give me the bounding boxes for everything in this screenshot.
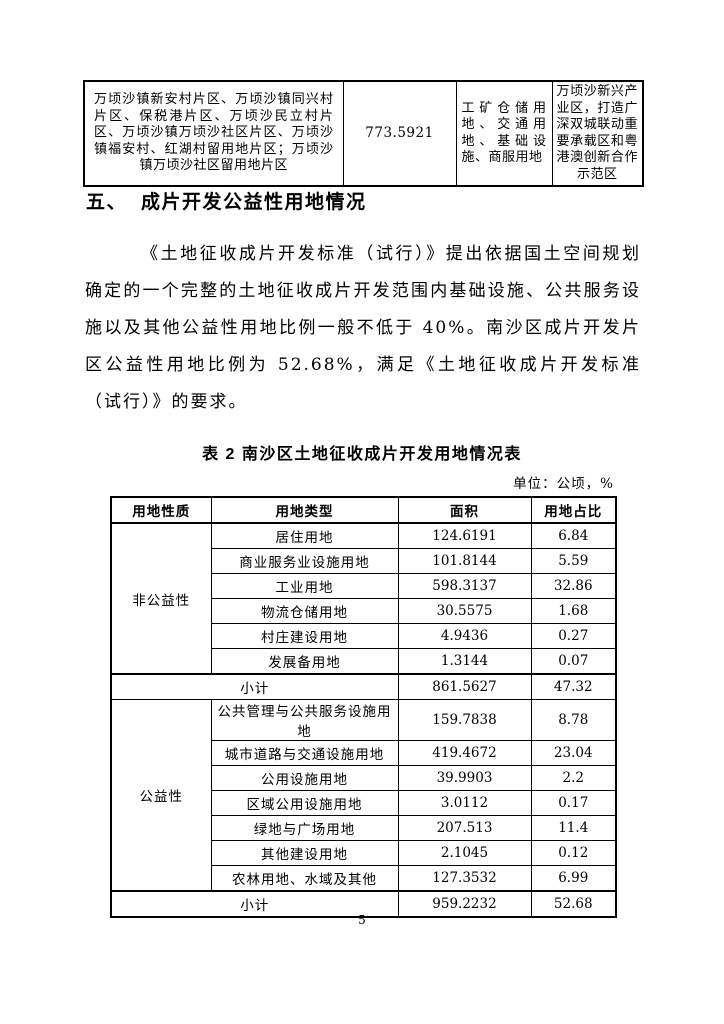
pct-cell: 0.12 — [530, 840, 617, 866]
table-row: 区域公用设施用地 3.0112 0.17 — [111, 790, 617, 816]
col-header-area: 面积 — [397, 496, 532, 524]
table-row: 工业用地 598.3137 32.86 — [111, 573, 617, 599]
area-cell: 1.3144 — [397, 648, 532, 675]
section-heading: 五、 成片开发公益性用地情况 — [86, 187, 367, 214]
col-header-pct: 用地占比 — [530, 496, 617, 524]
table-row: 公益性 公共管理与公共服务设施用地 159.7838 8.78 — [110, 699, 617, 892]
table-row: 物流仓储用地 30.5575 1.68 — [111, 598, 617, 624]
table-row: 非公益性 居住用地 124.6191 6.84 — [110, 522, 617, 675]
col-header-nature: 用地性质 — [110, 496, 212, 524]
table-row: 绿地与广场用地 207.513 11.4 — [111, 815, 617, 841]
area-cell: 4.9436 — [397, 623, 532, 649]
type-cell: 区域公用设施用地 — [210, 790, 399, 816]
type-cell: 村庄建设用地 — [210, 623, 399, 649]
table-row: 农林用地、水域及其他 127.3532 6.99 — [111, 865, 617, 892]
table-row: 村庄建设用地 4.9436 0.27 — [111, 623, 617, 649]
pct-cell: 11.4 — [530, 815, 617, 841]
area-cell: 2.1045 — [397, 840, 532, 866]
type-cell: 商业服务业设施用地 — [210, 548, 399, 574]
area-cell: 598.3137 — [397, 573, 532, 599]
type-cell: 城市道路与交通设施用地 — [210, 740, 399, 766]
category-cell: 公益性 — [110, 699, 212, 892]
type-cell: 发展备用地 — [210, 648, 399, 675]
table-row: 商业服务业设施用地 101.8144 5.59 — [111, 548, 617, 574]
subtotal-area: 861.5627 — [397, 673, 532, 700]
area-cell: 3.0112 — [397, 790, 532, 816]
area-cell: 127.3532 — [397, 865, 532, 892]
col-header-type: 用地类型 — [210, 496, 399, 524]
subtotal-label: 小计 — [110, 890, 399, 918]
type-cell: 其他建设用地 — [210, 840, 399, 866]
area-cell: 207.513 — [397, 815, 532, 841]
subtotal-pct: 47.32 — [530, 673, 617, 700]
table2-title: 表 2 南沙区土地征收成片开发用地情况表 — [202, 446, 522, 463]
area-cell: 101.8144 — [397, 548, 532, 574]
body-paragraph: 《土地征收成片开发标准（试行）》提出依据国土空间规划确定的一个完整的土地征收成片… — [85, 244, 641, 412]
table-row: 其他建设用地 2.1045 0.12 — [111, 840, 617, 866]
table-row: 公用设施用地 39.9903 2.2 — [111, 765, 617, 791]
pct-cell: 5.59 — [530, 548, 617, 574]
pct-cell: 8.78 — [530, 699, 617, 741]
area-cell: 124.6191 — [397, 522, 532, 549]
section-number: 五、 — [86, 192, 128, 213]
pct-cell: 32.86 — [530, 573, 617, 599]
table-row: 发展备用地 1.3144 0.07 — [111, 648, 617, 675]
type-cell: 工业用地 — [210, 573, 399, 599]
subtotal-label: 小计 — [110, 673, 399, 700]
positioning-cell: 万顷沙新兴产业区，打造广深双城联动重要承载区和粤港澳创新合作示范区 — [551, 80, 644, 187]
type-cell: 绿地与广场用地 — [210, 815, 399, 841]
area-value-cell: 773.5921 — [342, 80, 457, 187]
area-list-cell: 万顷沙镇新安村片区、万顷沙镇同兴村片区、保税港片区、万顷沙民立村片区、万顷沙镇万… — [83, 80, 344, 187]
area-cell: 419.4672 — [397, 740, 532, 766]
pct-cell: 0.17 — [530, 790, 617, 816]
pct-cell: 1.68 — [530, 598, 617, 624]
type-cell: 公用设施用地 — [210, 765, 399, 791]
type-cell: 公共管理与公共服务设施用地 — [210, 699, 399, 741]
pct-cell: 23.04 — [530, 740, 617, 766]
land-use-cell: 工矿仓储用地、交通用地、基础设施、商服用地 — [455, 80, 553, 187]
pct-cell: 6.99 — [530, 865, 617, 892]
area-cell: 39.9903 — [397, 765, 532, 791]
subtotal-pct: 52.68 — [530, 890, 617, 918]
continuation-table: 万顷沙镇新安村片区、万顷沙镇同兴村片区、保税港片区、万顷沙民立村片区、万顷沙镇万… — [83, 80, 644, 187]
area-cell: 159.7838 — [397, 699, 532, 741]
type-cell: 居住用地 — [210, 522, 399, 549]
category-cell: 非公益性 — [110, 522, 212, 675]
land-use-table: 用地性质 用地类型 面积 用地占比 非公益性 居住用地 124.6191 6.8… — [110, 496, 617, 918]
page-number: 5 — [358, 913, 366, 927]
pct-cell: 2.2 — [530, 765, 617, 791]
subtotal-area: 959.2232 — [397, 890, 532, 918]
area-cell: 30.5575 — [397, 598, 532, 624]
table-header-row: 用地性质 用地类型 面积 用地占比 — [110, 496, 617, 524]
table2-unit-note: 单位：公顷，% — [513, 476, 614, 492]
type-cell: 农林用地、水域及其他 — [210, 865, 399, 892]
table-row: 城市道路与交通设施用地 419.4672 23.04 — [111, 740, 617, 766]
pct-cell: 6.84 — [530, 522, 617, 549]
table-row: 万顷沙镇新安村片区、万顷沙镇同兴村片区、保税港片区、万顷沙民立村片区、万顷沙镇万… — [83, 80, 644, 187]
subtotal-row: 小计 861.5627 47.32 — [110, 673, 617, 700]
pct-cell: 0.07 — [530, 648, 617, 675]
type-cell: 物流仓储用地 — [210, 598, 399, 624]
section-title: 成片开发公益性用地情况 — [141, 192, 367, 213]
pct-cell: 0.27 — [530, 623, 617, 649]
subtotal-row: 小计 959.2232 52.68 — [110, 890, 617, 918]
